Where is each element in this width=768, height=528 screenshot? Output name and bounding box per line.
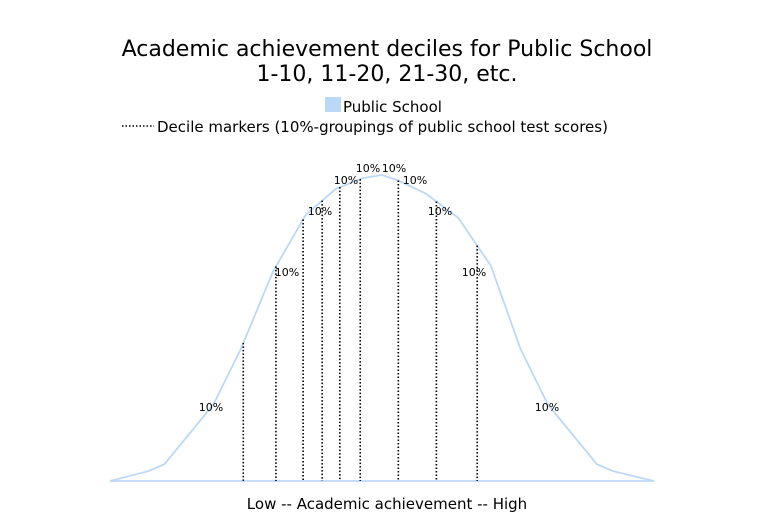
chart-title: Academic achievement deciles for Public … (122, 37, 653, 87)
decile-label-10: 10% (535, 401, 559, 414)
decile-label-7: 10% (403, 174, 427, 187)
decile-label-6: 10% (382, 162, 406, 175)
chart-title-line-2: 1-10, 11-20, 21-30, etc. (257, 62, 518, 87)
chart-title-line-1: Academic achievement deciles for Public … (122, 37, 653, 62)
series-line-public-school (109, 174, 655, 482)
legend-label-decile-markers: Decile markers (10%-groupings of public … (157, 118, 608, 136)
decile-label-9: 10% (462, 266, 486, 279)
decile-label-1: 10% (199, 401, 223, 414)
decile-label-8: 10% (428, 205, 452, 218)
x-axis-label: Low -- Academic achievement -- High (247, 495, 527, 513)
decile-label-4: 10% (334, 174, 358, 187)
legend-swatch-public-school (325, 97, 341, 112)
chart-legend: Public School Decile markers (10%-groupin… (122, 97, 608, 136)
decile-label-5: 10% (356, 162, 380, 175)
decile-label-2: 10% (275, 266, 299, 279)
legend-label-public-school: Public School (343, 98, 442, 116)
plot-area (109, 174, 655, 482)
decile-labels: 10%10%10%10%10% 10%10%10%10%10% (199, 162, 559, 414)
decile-label-3: 10% (308, 205, 332, 218)
decile-markers (242, 179, 479, 481)
